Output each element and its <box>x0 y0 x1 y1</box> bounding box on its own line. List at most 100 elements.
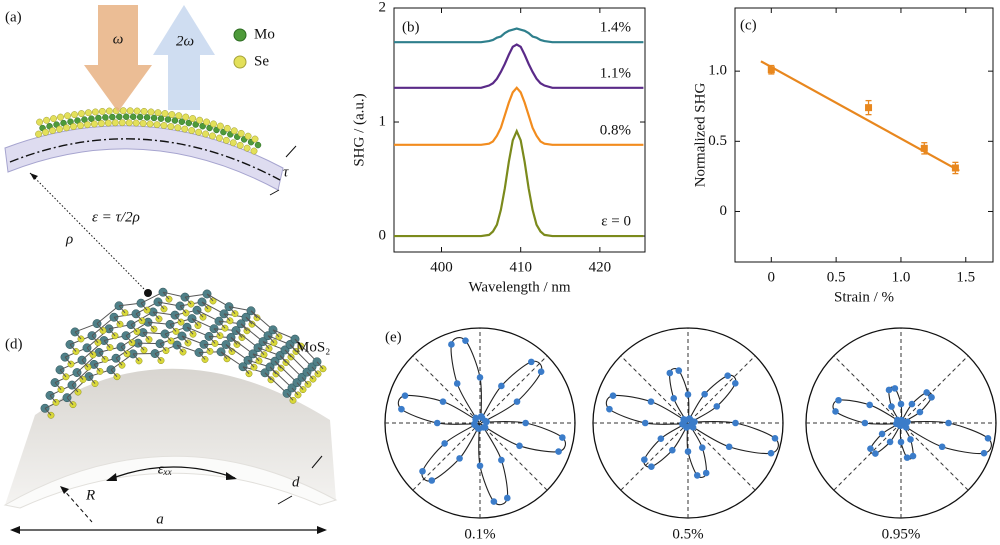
curved-sheet <box>5 368 336 505</box>
x-axis-label: Strain / % <box>834 289 894 305</box>
polar-spoke <box>620 355 756 491</box>
bond <box>186 326 194 335</box>
spectrum-line <box>394 27 644 44</box>
bond <box>76 372 84 380</box>
bond <box>225 344 249 361</box>
se-atom <box>215 134 223 142</box>
bond <box>120 346 128 355</box>
bond <box>250 310 274 331</box>
pump-arrow <box>84 5 152 112</box>
data-point <box>433 419 441 427</box>
se-atom <box>83 121 91 129</box>
mo-atom <box>81 116 88 123</box>
bond <box>125 335 133 344</box>
se-atom <box>77 122 84 130</box>
data-point <box>477 413 485 420</box>
radius-arrowhead <box>30 173 38 180</box>
se-atom <box>167 123 175 130</box>
bond <box>198 352 206 360</box>
mo-atom <box>74 117 81 124</box>
x-tick-label: 1.0 <box>892 269 911 285</box>
se-atom <box>105 107 113 115</box>
bond <box>140 302 148 311</box>
se-atom <box>71 111 78 119</box>
data-point <box>439 398 447 405</box>
se-atom <box>78 110 85 118</box>
bond <box>257 347 265 355</box>
se-atom <box>42 128 50 136</box>
data-point <box>866 401 874 409</box>
data-point <box>441 440 448 447</box>
se-atom <box>140 107 148 115</box>
data-point <box>689 423 697 431</box>
bond <box>247 359 255 368</box>
se-atom <box>90 120 98 128</box>
polar-label: 0.1% <box>464 526 495 542</box>
se-atom <box>230 127 238 135</box>
data-point <box>891 385 899 392</box>
bond <box>306 371 314 380</box>
bond <box>147 321 155 330</box>
bond <box>135 313 143 322</box>
se-atom <box>63 124 70 132</box>
data-point <box>835 396 842 404</box>
se-atom <box>196 116 204 124</box>
bond <box>142 332 150 340</box>
data-point <box>503 494 511 502</box>
data-point <box>897 400 905 408</box>
x-tick-label: 1.5 <box>956 269 975 285</box>
data-point <box>419 467 426 475</box>
data-point <box>684 448 692 455</box>
bond <box>115 357 123 366</box>
data-point <box>928 394 935 401</box>
mo-atom <box>171 117 179 124</box>
thickness-arrow <box>277 495 293 505</box>
mo-atom <box>143 114 151 121</box>
panel-label: (a) <box>5 9 22 25</box>
bond <box>164 333 172 342</box>
bond <box>71 384 79 393</box>
panel-a: (a) ω 2ω Mo Se ε = τ/2ρ ρ τ <box>4 5 297 297</box>
bond <box>44 407 52 416</box>
bond <box>240 323 264 342</box>
data-point <box>878 430 886 438</box>
bond <box>162 291 170 300</box>
mo-atom <box>116 113 123 121</box>
thickness-label: d <box>292 474 300 490</box>
bond <box>154 353 162 361</box>
data-point <box>641 419 649 427</box>
arrowhead <box>10 526 20 534</box>
bond <box>213 328 221 337</box>
data-point <box>647 398 655 405</box>
strain-label: εₓₓ <box>158 461 172 477</box>
panel-label: (e) <box>385 329 402 345</box>
data-point <box>903 454 911 461</box>
arrowhead <box>226 472 237 480</box>
data-point <box>945 419 952 427</box>
se-atom <box>237 129 245 137</box>
se-atom <box>229 139 237 147</box>
data-point <box>462 337 469 344</box>
se-atom <box>56 125 63 133</box>
bond <box>54 382 62 390</box>
length-label: a <box>156 511 164 527</box>
bond <box>230 337 254 355</box>
mo-atom <box>206 124 213 132</box>
se-atom <box>222 136 230 144</box>
neutral-axis <box>9 138 281 181</box>
se-atom <box>202 130 210 138</box>
bond <box>264 372 288 394</box>
data-point <box>498 456 505 464</box>
x-tick-label: 0 <box>768 269 776 285</box>
bond <box>108 328 116 337</box>
data-point <box>916 408 924 416</box>
bond <box>159 343 167 351</box>
data-point <box>476 462 484 470</box>
data-point <box>702 469 710 477</box>
bond <box>96 323 104 331</box>
bond <box>301 376 309 385</box>
se-atom <box>146 120 154 128</box>
x-tick-label: 400 <box>430 259 453 275</box>
lattice <box>40 287 327 419</box>
x-axis-label: Wavelength / nm <box>468 279 570 295</box>
